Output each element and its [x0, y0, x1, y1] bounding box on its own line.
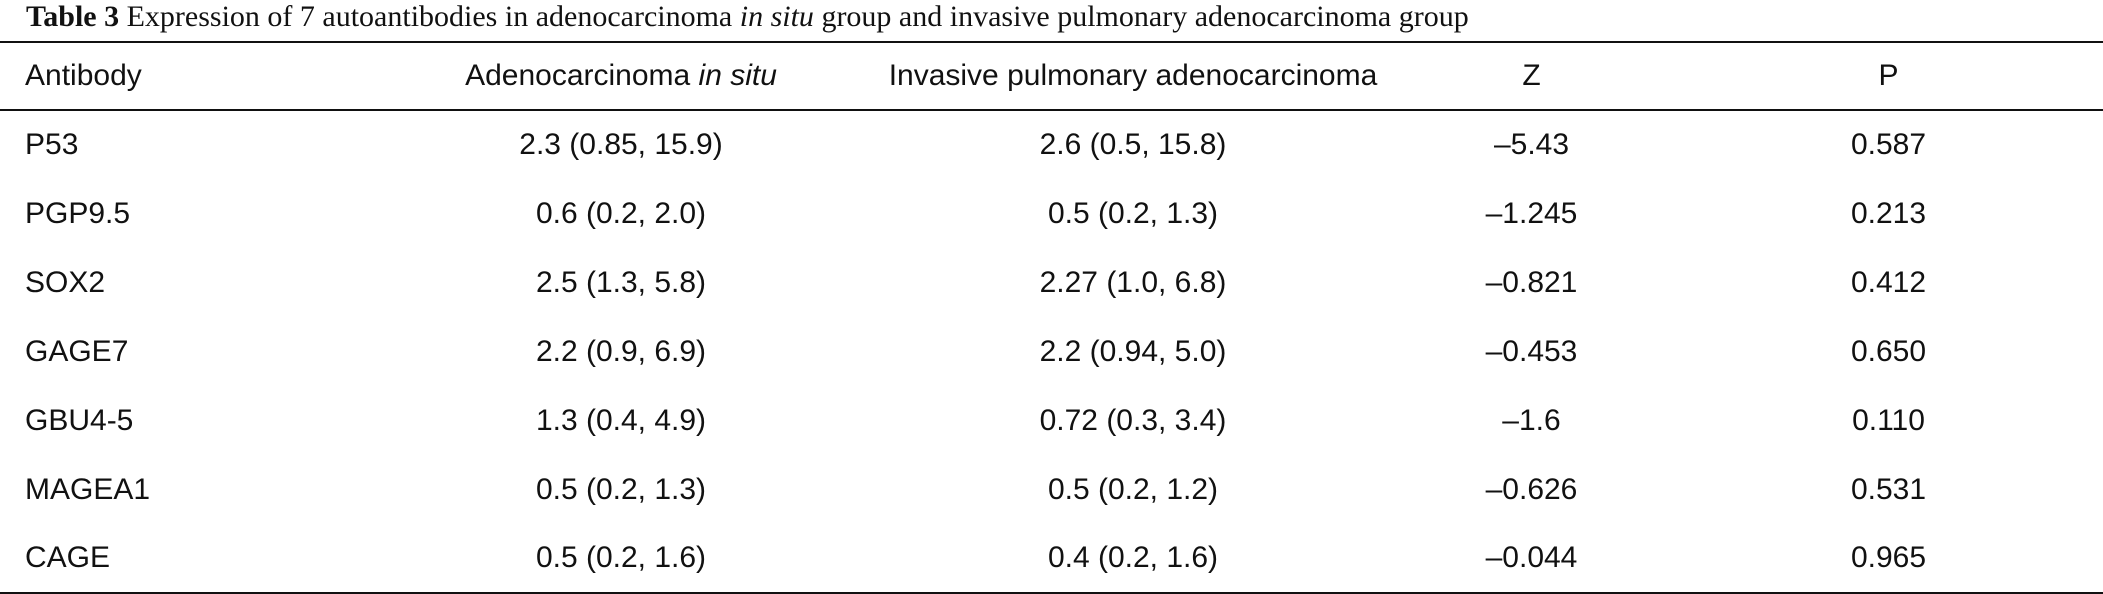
cell-ais: 2.2 (0.9, 6.9) [535, 334, 707, 368]
cell-p: 0.531 [1850, 472, 1927, 506]
cell-z: –0.453 [1485, 334, 1578, 368]
cell-antibody: MAGEA1 [25, 472, 151, 506]
table-header: Antibody Adenocarcinoma in situ Invasive… [0, 41, 2103, 111]
cell-ais: 0.5 (0.2, 1.6) [365, 524, 877, 594]
cell-invasive: 2.27 (1.0, 6.8) [1039, 265, 1227, 299]
cell-z: –0.821 [1485, 265, 1578, 299]
cell-invasive: 0.5 (0.2, 1.3) [1047, 196, 1219, 230]
cell-invasive: 2.2 (0.94, 5.0) [1039, 334, 1227, 368]
header-antibody: Antibody [0, 41, 365, 111]
cell-p: 0.587 [1850, 128, 1927, 161]
table-caption: Table 3 Expression of 7 autoantibodies i… [26, 0, 1469, 34]
cell-p: 0.412 [1850, 265, 1927, 299]
table-caption-italic: in situ [739, 0, 814, 33]
table-row: GBU4-5 1.3 (0.4, 4.9) 0.72 (0.3, 3.4) –1… [0, 386, 2103, 455]
cell-ais: 0.5 (0.2, 1.3) [535, 472, 707, 506]
cell-ais: 1.3 (0.4, 4.9) [535, 403, 707, 437]
cell-antibody: SOX2 [25, 265, 106, 299]
cell-z: –1.6 [1502, 403, 1561, 437]
cell-p: 0.110 [1852, 403, 1925, 437]
autoantibody-table: Antibody Adenocarcinoma in situ Invasive… [0, 41, 2103, 594]
cell-ais: 2.5 (1.3, 5.8) [535, 265, 707, 299]
cell-invasive: 0.4 (0.2, 1.6) [877, 524, 1389, 594]
table-row: P53 2.3 (0.85, 15.9) 2.6 (0.5, 15.8) –5.… [0, 110, 2103, 179]
table-caption-label: Table 3 [26, 0, 120, 33]
header-ais-prefix: Adenocarcinoma [465, 59, 699, 92]
cell-antibody: P53 [25, 128, 79, 161]
cell-z: –0.626 [1485, 472, 1578, 506]
table-row: PGP9.5 0.6 (0.2, 2.0) 0.5 (0.2, 1.3) –1.… [0, 179, 2103, 248]
cell-antibody: GAGE7 [25, 334, 129, 368]
cell-antibody: GBU4-5 [25, 403, 134, 437]
header-z: Z [1389, 41, 1674, 111]
table-row: SOX2 2.5 (1.3, 5.8) 2.27 (1.0, 6.8) –0.8… [0, 248, 2103, 317]
table-row: GAGE7 2.2 (0.9, 6.9) 2.2 (0.94, 5.0) –0.… [0, 317, 2103, 386]
header-p: P [1674, 41, 2103, 111]
cell-p: 0.650 [1850, 334, 1927, 368]
cell-ais: 0.6 (0.2, 2.0) [535, 196, 707, 230]
header-ais-italic: in situ [698, 59, 777, 92]
table-body: P53 2.3 (0.85, 15.9) 2.6 (0.5, 15.8) –5.… [0, 110, 2103, 594]
table-caption-text: Expression of 7 autoantibodies in adenoc… [119, 0, 740, 33]
cell-z: –1.245 [1485, 196, 1578, 230]
cell-antibody: CAGE [0, 524, 365, 594]
cell-ais: 2.3 (0.85, 15.9) [519, 128, 723, 161]
header-row: Antibody Adenocarcinoma in situ Invasive… [0, 41, 2103, 111]
cell-p: 0.965 [1674, 524, 2103, 594]
table-row: CAGE 0.5 (0.2, 1.6) 0.4 (0.2, 1.6) –0.04… [0, 524, 2103, 594]
cell-invasive: 2.6 (0.5, 15.8) [1039, 128, 1227, 161]
header-adenocarcinoma-in-situ: Adenocarcinoma in situ [365, 41, 877, 111]
cell-z: –5.43 [1493, 128, 1570, 161]
cell-invasive: 0.72 (0.3, 3.4) [1039, 403, 1227, 437]
cell-invasive: 0.5 (0.2, 1.2) [1047, 472, 1219, 506]
header-invasive: Invasive pulmonary adenocarcinoma [877, 41, 1389, 111]
table-caption-text-end: group and invasive pulmonary adenocarcin… [813, 0, 1469, 33]
cell-antibody: PGP9.5 [25, 196, 131, 230]
cell-z: –0.044 [1389, 524, 1674, 594]
cell-p: 0.213 [1850, 196, 1927, 230]
table-row: MAGEA1 0.5 (0.2, 1.3) 0.5 (0.2, 1.2) –0.… [0, 455, 2103, 524]
